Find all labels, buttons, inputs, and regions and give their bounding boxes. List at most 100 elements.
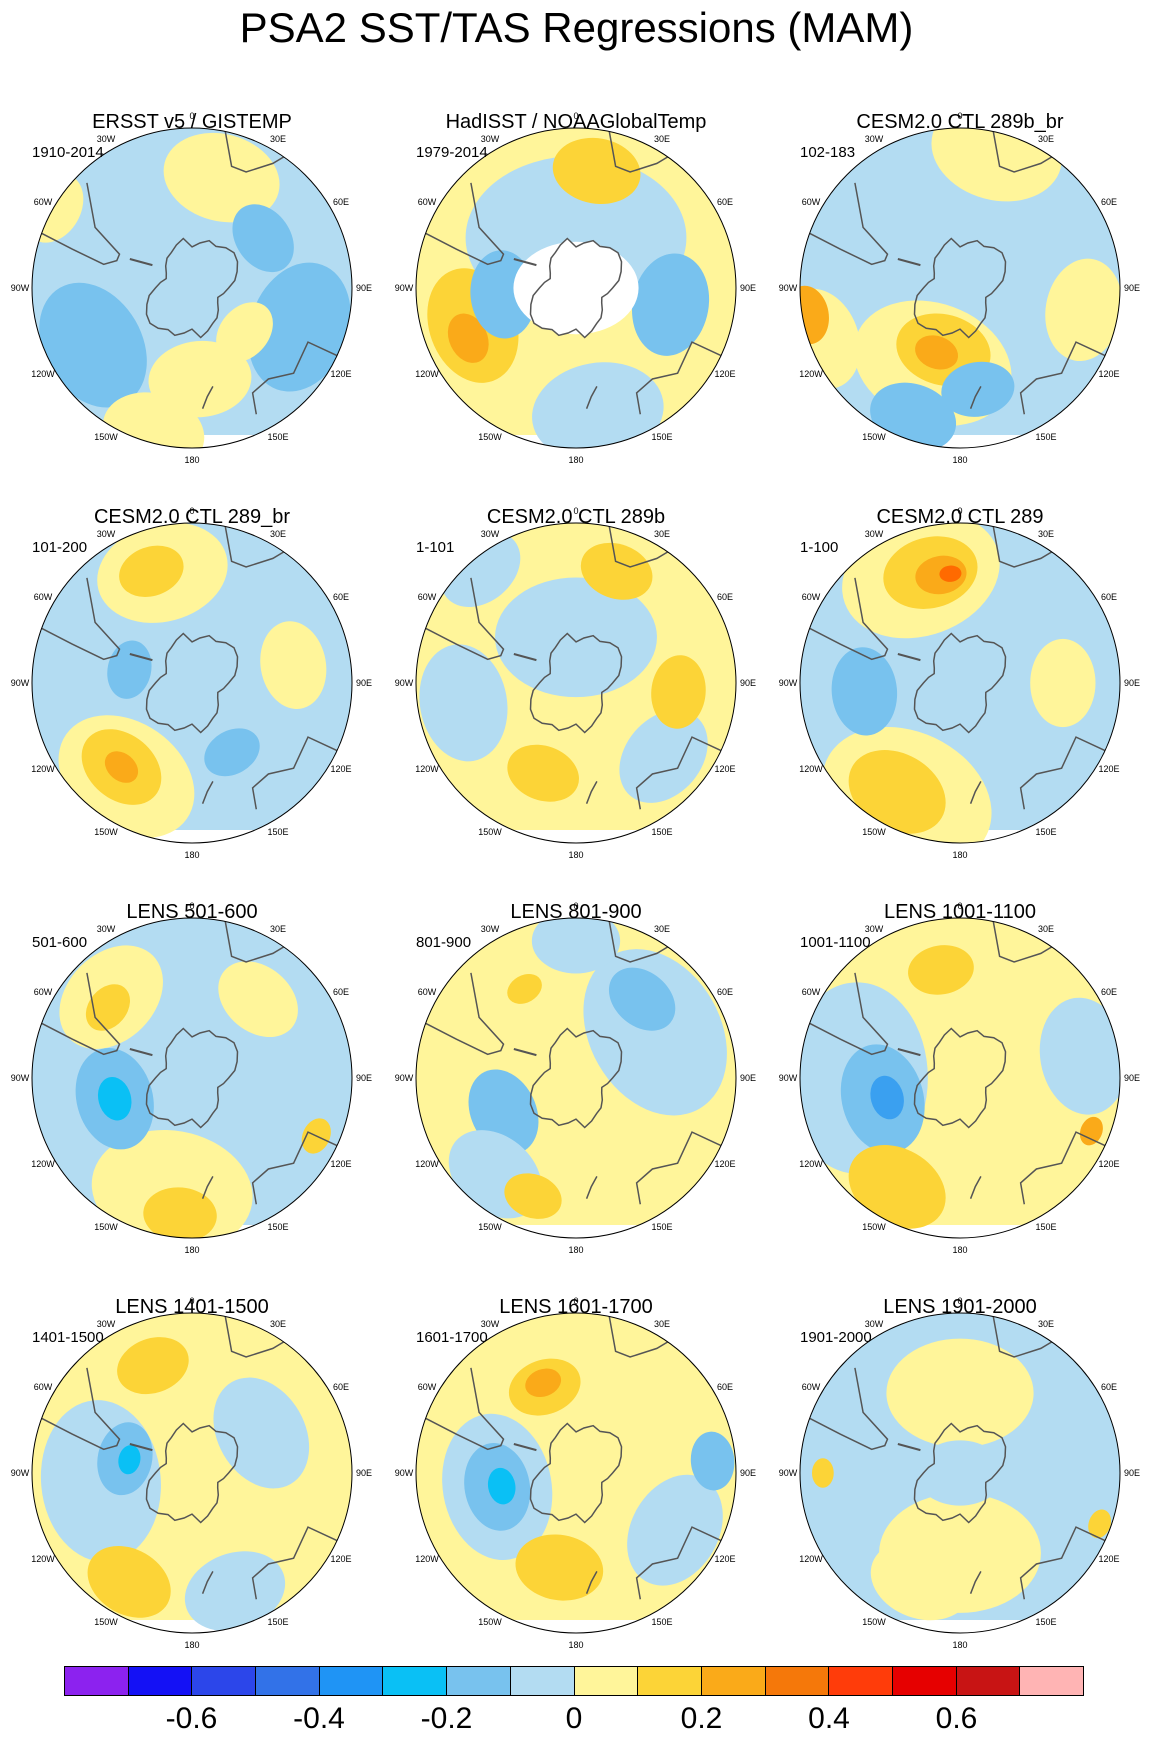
continent-coastline	[1019, 341, 1106, 415]
longitude-label: 120W	[415, 1159, 439, 1169]
map-boundary	[799, 1312, 1121, 1634]
longitude-label: 90W	[395, 678, 414, 688]
colorbar-tick-label: 0.6	[935, 1702, 978, 1735]
longitude-label: 90E	[1124, 1468, 1140, 1478]
longitude-label: 90E	[740, 283, 756, 293]
colorbar-swatch	[192, 1667, 257, 1695]
longitude-label: 180	[184, 1640, 199, 1650]
panel-year-range: 1979-2014	[416, 144, 488, 161]
anomaly-contour	[939, 565, 962, 582]
longitude-label: 90W	[779, 1468, 798, 1478]
map-boundary	[31, 522, 353, 844]
peninsula-coastline	[513, 1443, 537, 1452]
longitude-label: 120E	[330, 1554, 351, 1564]
longitude-label: 120W	[415, 1554, 439, 1564]
panel-year-range: 101-200	[32, 539, 88, 556]
longitude-label: 120E	[330, 764, 351, 774]
continent-coastline	[608, 526, 669, 568]
antarctica-coastline	[529, 237, 623, 339]
panel-title: LENS 801-900	[510, 901, 642, 923]
colorbar-swatch	[256, 1667, 320, 1695]
longitude-label: 60W	[802, 1382, 821, 1392]
anomaly-contour	[248, 262, 351, 392]
continent-coastline	[635, 341, 722, 415]
antarctica-coastline	[529, 632, 623, 734]
longitude-label: 120W	[799, 764, 823, 774]
continent-coastline	[992, 526, 1053, 568]
longitude-label: 150W	[94, 432, 118, 442]
longitude-label: 60W	[34, 987, 53, 997]
longitude-label: 90E	[740, 1468, 756, 1478]
anomaly-contour	[119, 545, 184, 597]
longitude-label: 90W	[395, 1468, 414, 1478]
anomaly-contour	[447, 313, 489, 363]
continent-coastline	[992, 1316, 1053, 1358]
longitude-label: 0	[189, 506, 194, 516]
anomaly-contour	[87, 1546, 171, 1618]
antarctica-coastline	[529, 1422, 623, 1524]
anomaly-contour	[651, 655, 706, 729]
longitude-label: 120W	[415, 764, 439, 774]
map-boundary	[415, 522, 737, 844]
anomaly-contour	[552, 137, 641, 204]
continent-coastline	[585, 781, 598, 804]
panel-year-range: 1401-1500	[32, 1329, 104, 1346]
anomaly-contour	[886, 1338, 1034, 1448]
colorbar-swatch	[510, 1667, 575, 1695]
anomaly-contour	[507, 973, 542, 1004]
longitude-label: 180	[568, 1245, 583, 1255]
colorbar-swatch	[128, 1667, 193, 1695]
longitude-label: 60W	[418, 592, 437, 602]
panel-title: HadISST / NOAAGlobalTemp	[445, 111, 707, 133]
longitude-label: 90E	[356, 1073, 372, 1083]
panel-year-range: 1910-2014	[32, 144, 104, 161]
longitude-label: 30W	[97, 924, 116, 934]
longitude-label: 30E	[270, 529, 286, 539]
map-panel: 0 30E 60E 90E 120E 150E 180 150W 120W 90W 60W 30W CE…	[768, 40, 1152, 465]
longitude-label: 0	[573, 506, 578, 516]
longitude-label: 90E	[356, 283, 372, 293]
anomaly-contour	[495, 577, 657, 698]
longitude-label: 90W	[11, 1468, 30, 1478]
colorbar-tick-label: 0.2	[680, 1702, 723, 1735]
longitude-label: 150W	[478, 1222, 502, 1232]
map-panel: 0 30E 60E 90E 120E 150E 180 150W 120W 90W 60W 30W CE…	[384, 435, 768, 860]
longitude-label: 150W	[862, 827, 886, 837]
polar-map: 0 30E 60E 90E 120E 150E 180 150W 120W 90W 60W 30W	[11, 506, 372, 860]
panel-title: LENS 501-600	[126, 901, 258, 923]
longitude-label: 120E	[330, 369, 351, 379]
polar-map: 0 30E 60E 90E 120E 150E 180 150W 120W 90W 60W 30W	[395, 1296, 756, 1650]
continent-coastline	[224, 921, 285, 963]
longitude-label: 30E	[270, 134, 286, 144]
longitude-label: 120E	[714, 1159, 735, 1169]
longitude-label: 60E	[333, 592, 349, 602]
continent-coastline	[251, 736, 338, 810]
colorbar-swatch	[319, 1667, 384, 1695]
anomaly-contour	[218, 961, 298, 1038]
anomaly-contour	[216, 302, 273, 362]
map-boundary	[31, 127, 353, 449]
longitude-label: 180	[952, 850, 967, 860]
continent-coastline	[201, 781, 214, 804]
longitude-label: 0	[189, 1296, 194, 1306]
anomaly-contour	[848, 1145, 946, 1229]
continent-coastline	[809, 972, 889, 1056]
peninsula-coastline	[513, 653, 537, 662]
anomaly-contour	[204, 728, 260, 777]
peninsula-coastline	[129, 1443, 153, 1452]
longitude-label: 180	[184, 1245, 199, 1255]
longitude-label: 30E	[1038, 924, 1054, 934]
anomaly-contour	[531, 918, 621, 974]
continent-coastline	[809, 1367, 889, 1451]
longitude-label: 150E	[651, 1222, 672, 1232]
colorbar-swatch	[956, 1667, 1021, 1695]
anomaly-contour	[507, 744, 579, 802]
anomaly-contour	[941, 361, 1015, 417]
anomaly-contour	[915, 1440, 1005, 1506]
continent-coastline	[251, 1526, 338, 1600]
anomaly-contour	[515, 1534, 604, 1601]
longitude-label: 90W	[11, 283, 30, 293]
longitude-label: 150W	[94, 827, 118, 837]
colorbar-tick-label: -0.6	[165, 1702, 218, 1735]
longitude-label: 0	[189, 901, 194, 911]
